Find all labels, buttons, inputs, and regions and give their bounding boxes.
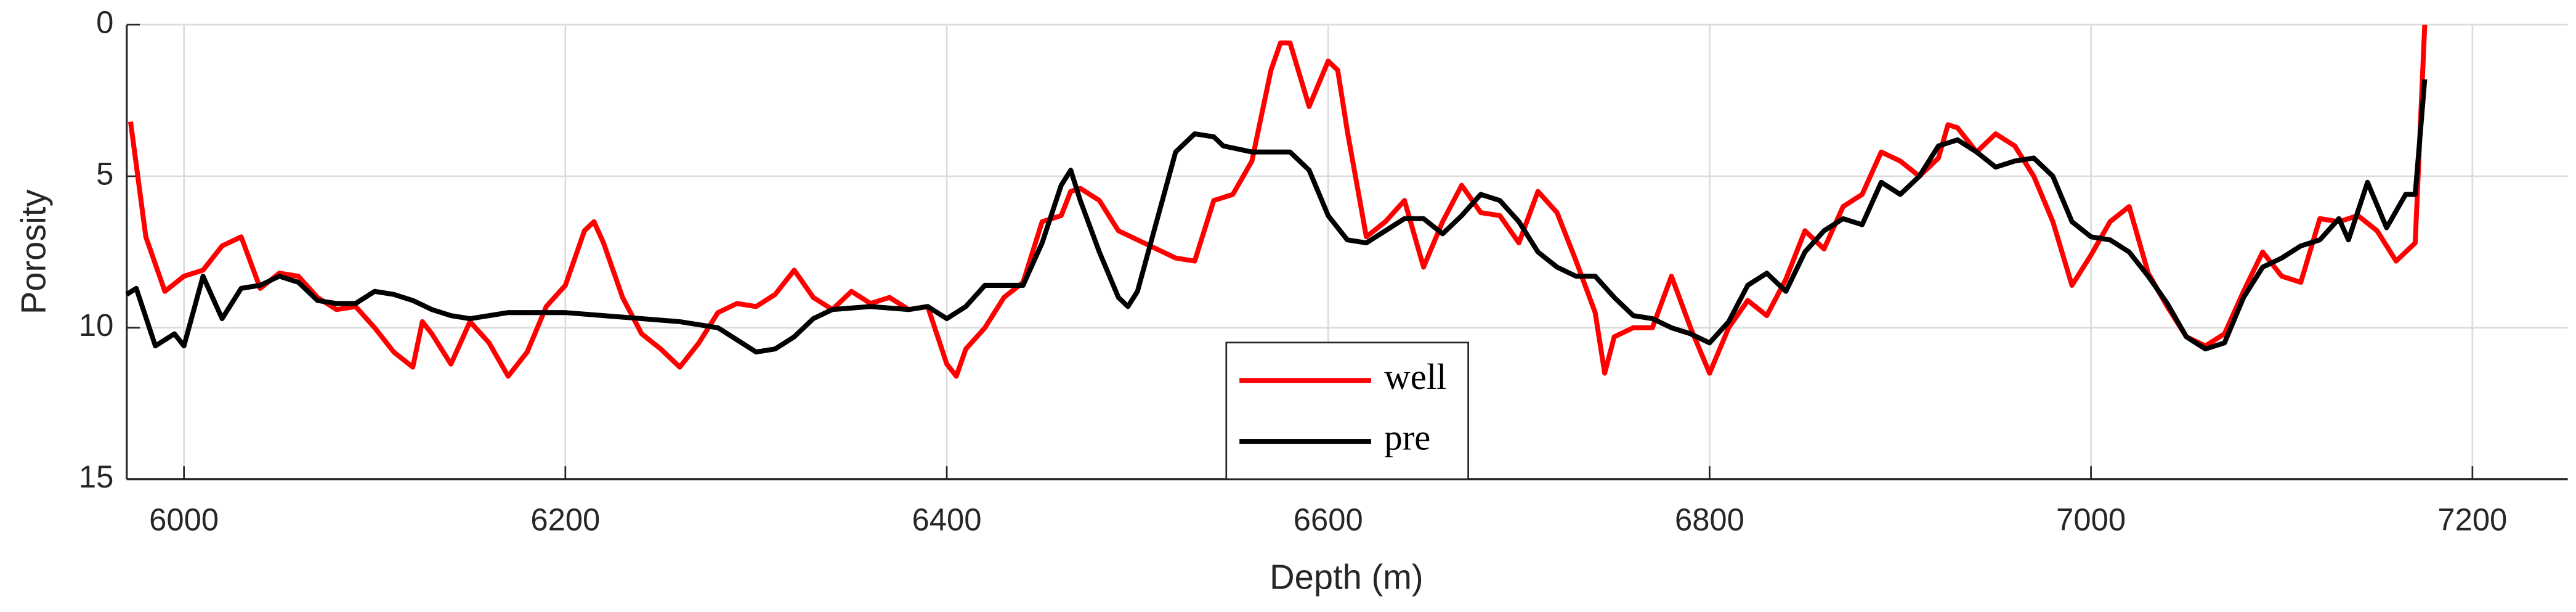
x-axis-label: Depth (m): [1270, 557, 1423, 596]
x-tick-label: 6600: [1294, 502, 1363, 537]
y-axis-label: Porosity: [14, 190, 53, 315]
legend-label: well: [1384, 357, 1446, 397]
y-tick-label: 10: [79, 308, 113, 343]
x-tick-label: 7000: [2056, 502, 2126, 537]
x-tick-label: 6400: [912, 502, 982, 537]
series-line: [125, 79, 2428, 355]
x-tick-label: 6800: [1675, 502, 1744, 537]
y-tick-label: 15: [79, 459, 113, 494]
y-tick-label: 0: [96, 4, 113, 39]
x-tick-label: 6000: [149, 502, 219, 537]
series-line: [128, 24, 2428, 379]
y-tick-label: 5: [96, 156, 113, 191]
x-tick-label: 6200: [530, 502, 600, 537]
x-tick-label: 7200: [2437, 502, 2507, 537]
legend-box: [1225, 341, 1469, 480]
legend-label: pre: [1384, 418, 1430, 458]
